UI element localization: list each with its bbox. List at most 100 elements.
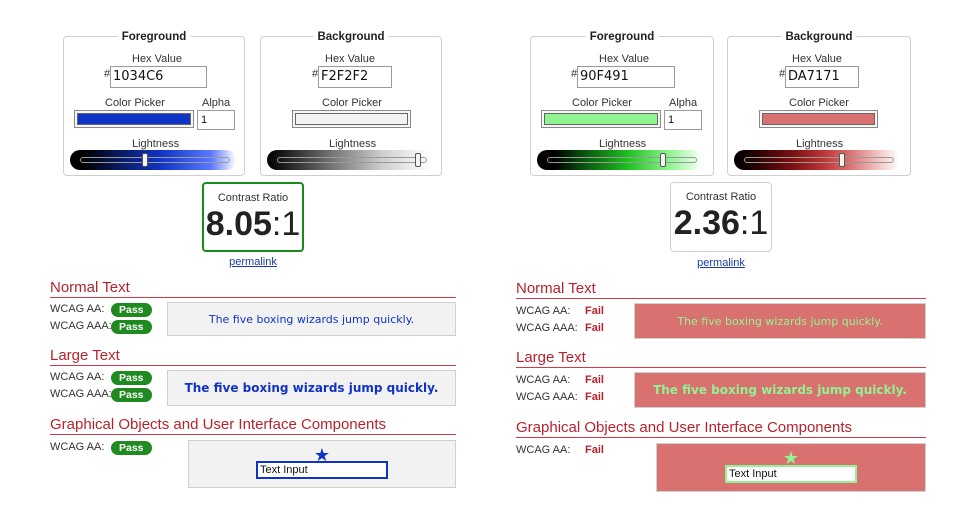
slider-thumb[interactable]: [142, 153, 148, 167]
foreground-color-picker[interactable]: [541, 110, 661, 128]
slider-track: [547, 157, 697, 163]
contrast-ratio-label: Contrast Ratio: [217, 192, 289, 204]
contrast-ratio-label: Contrast Ratio: [685, 191, 757, 203]
hash-symbol: #: [571, 68, 578, 80]
lightness-label: Lightness: [796, 138, 844, 150]
foreground-title: Foreground: [585, 31, 659, 43]
wcag-aaa-label: WCAG AAA:: [516, 322, 578, 334]
color-picker-label: Color Picker: [322, 97, 382, 109]
foreground-hex-input[interactable]: 90F491: [577, 66, 675, 88]
background-title: Background: [781, 31, 857, 43]
hex-value-label: Hex Value: [792, 53, 842, 65]
slider-track: [744, 157, 894, 163]
pass-badge: Pass: [111, 303, 152, 317]
background-box: Background Hex Value # DA7171 Color Pick…: [727, 31, 911, 176]
fail-badge: Fail: [585, 391, 604, 403]
section-divider: [516, 298, 926, 299]
star-icon: ★: [782, 448, 800, 468]
background-color-picker[interactable]: [292, 110, 411, 128]
foreground-color-picker[interactable]: [74, 110, 194, 128]
pass-badge: Pass: [111, 320, 152, 334]
foreground-box: Foreground Hex Value # 90F491 Color Pick…: [530, 31, 714, 176]
contrast-ratio-number: 2.36: [673, 204, 740, 242]
alpha-label: Alpha: [669, 97, 698, 109]
wcag-aaa-label: WCAG AAA:: [50, 320, 112, 332]
fail-badge: Fail: [585, 322, 604, 334]
wcag-aa-label: WCAG AA:: [50, 303, 105, 315]
slider-thumb[interactable]: [660, 153, 666, 167]
normal-text-sample: The five boxing wizards jump quickly.: [167, 302, 456, 336]
alpha-label: Alpha: [202, 97, 231, 109]
foreground-lightness-slider[interactable]: [537, 150, 703, 170]
right-panel: Foreground Hex Value # 90F491 Color Pick…: [486, 0, 972, 510]
contrast-ratio-value: 2.36:1: [671, 203, 771, 243]
fail-badge: Fail: [585, 305, 604, 317]
slider-track: [80, 157, 230, 163]
foreground-alpha-input[interactable]: 1: [664, 110, 702, 130]
slider-track: [277, 157, 427, 163]
ui-components-sample: ★ Text Input: [656, 443, 926, 492]
pass-badge: Pass: [111, 371, 152, 385]
slider-thumb[interactable]: [415, 153, 421, 167]
large-text-sample: The five boxing wizards jump quickly.: [167, 370, 456, 406]
background-hex-input[interactable]: DA7171: [785, 66, 859, 88]
contrast-ratio-box: Contrast Ratio 8.05:1: [202, 182, 304, 252]
pass-badge: Pass: [111, 441, 152, 455]
section-divider: [50, 434, 456, 435]
contrast-ratio-value: 8.05:1: [204, 204, 302, 244]
background-lightness-slider[interactable]: [734, 150, 900, 170]
sample-text-input[interactable]: Text Input: [256, 461, 388, 479]
normal-text-title: Normal Text: [50, 279, 130, 296]
wcag-aaa-label: WCAG AAA:: [50, 388, 112, 400]
graphical-objects-title: Graphical Objects and User Interface Com…: [50, 416, 386, 433]
wcag-aa-label: WCAG AA:: [516, 305, 571, 317]
normal-text-sample: The five boxing wizards jump quickly.: [634, 303, 926, 339]
color-picker-label: Color Picker: [105, 97, 165, 109]
fail-badge: Fail: [585, 444, 604, 456]
hash-symbol: #: [104, 68, 111, 80]
contrast-ratio-box: Contrast Ratio 2.36:1: [670, 182, 772, 252]
hex-value-label: Hex Value: [325, 53, 375, 65]
left-panel: Foreground Hex Value # 1034C6 Color Pick…: [50, 31, 456, 488]
lightness-label: Lightness: [329, 138, 377, 150]
wcag-aa-label: WCAG AA:: [50, 371, 105, 383]
background-color-picker[interactable]: [759, 110, 878, 128]
wcag-aa-label: WCAG AA:: [516, 374, 571, 386]
foreground-box: Foreground Hex Value # 1034C6 Color Pick…: [63, 31, 245, 176]
background-hex-input[interactable]: F2F2F2: [318, 66, 392, 88]
color-picker-label: Color Picker: [572, 97, 632, 109]
color-picker-label: Color Picker: [789, 97, 849, 109]
section-divider: [516, 367, 926, 368]
contrast-ratio-number: 8.05: [205, 205, 272, 243]
contrast-ratio-suffix: :1: [271, 205, 301, 243]
hash-symbol: #: [312, 68, 319, 80]
permalink[interactable]: permalink: [229, 256, 277, 268]
normal-text-title: Normal Text: [516, 280, 596, 297]
star-icon: ★: [313, 445, 331, 465]
background-box: Background Hex Value # F2F2F2 Color Pick…: [260, 31, 442, 176]
foreground-alpha-input[interactable]: 1: [197, 110, 235, 130]
section-divider: [516, 437, 926, 438]
wcag-aaa-label: WCAG AAA:: [516, 391, 578, 403]
background-lightness-slider[interactable]: [267, 150, 433, 170]
graphical-objects-title: Graphical Objects and User Interface Com…: [516, 419, 852, 436]
section-divider: [50, 365, 456, 366]
foreground-hex-input[interactable]: 1034C6: [110, 66, 207, 88]
permalink[interactable]: permalink: [697, 257, 745, 269]
hash-symbol: #: [779, 68, 786, 80]
foreground-lightness-slider[interactable]: [70, 150, 236, 170]
large-text-title: Large Text: [50, 347, 120, 364]
foreground-swatch-fill: [544, 113, 658, 125]
sample-text-input[interactable]: Text Input: [725, 465, 857, 483]
lightness-label: Lightness: [599, 138, 647, 150]
large-text-title: Large Text: [516, 349, 586, 366]
background-title: Background: [313, 31, 389, 43]
hex-value-label: Hex Value: [132, 53, 182, 65]
contrast-ratio-suffix: :1: [739, 204, 769, 242]
slider-thumb[interactable]: [839, 153, 845, 167]
background-swatch-fill: [295, 113, 408, 125]
ui-components-sample: ★ Text Input: [188, 440, 456, 488]
background-swatch-fill: [762, 113, 875, 125]
fail-badge: Fail: [585, 374, 604, 386]
foreground-title: Foreground: [117, 31, 191, 43]
